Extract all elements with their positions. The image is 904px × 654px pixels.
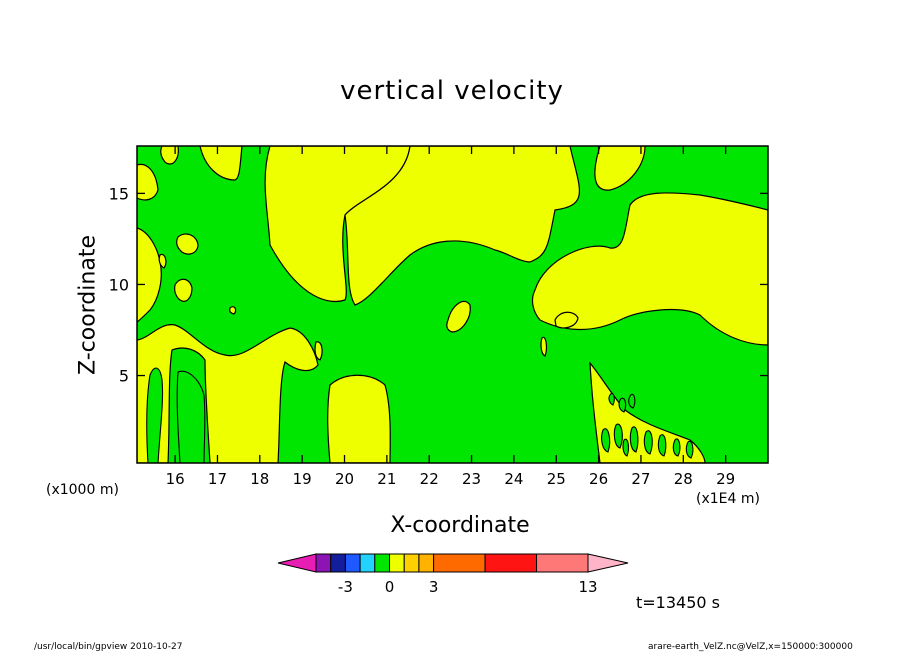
positive-region <box>137 163 159 201</box>
positive-region <box>174 278 193 302</box>
negative-region <box>618 397 627 413</box>
negative-region <box>672 438 681 457</box>
negative-regions <box>146 367 694 463</box>
positive-region <box>199 146 243 181</box>
colorbar-tick-label: -3 <box>338 578 353 596</box>
x-tick-label: 17 <box>208 470 227 488</box>
negative-region <box>601 428 611 453</box>
colorbar-bin <box>359 553 376 573</box>
positive-region <box>229 306 237 315</box>
colorbar-bin <box>330 553 346 573</box>
negative-region <box>629 426 639 453</box>
time-label: t=13450 s <box>636 593 720 612</box>
y-axis-ticks: 5 10 15 <box>109 184 768 386</box>
positive-region <box>531 192 768 346</box>
positive-regions <box>137 146 768 463</box>
negative-region <box>622 438 629 457</box>
x-tick-label: 23 <box>462 470 481 488</box>
x-tick-label: 19 <box>293 470 312 488</box>
colorbar-bin <box>315 553 332 573</box>
x-axis-ticks: 16 17 18 19 20 21 22 23 24 25 26 27 28 29 <box>166 146 735 488</box>
x-tick-label: 24 <box>504 470 523 488</box>
positive-region <box>137 227 162 323</box>
positive-region <box>176 233 199 255</box>
x-tick-label: 28 <box>674 470 693 488</box>
colorbar-bin <box>433 553 486 573</box>
y-axis-label: Z-coordinate <box>75 235 101 375</box>
x-tick-label: 20 <box>335 470 354 488</box>
x-tick-label: 27 <box>631 470 650 488</box>
colorbar-bin <box>389 553 405 573</box>
chart-title: vertical velocity <box>340 76 564 106</box>
negative-region <box>146 367 164 463</box>
positive-region <box>160 146 179 165</box>
x-tick-label: 26 <box>589 470 608 488</box>
colorbar-bin <box>403 553 420 573</box>
y-tick-label: 5 <box>119 367 129 386</box>
negative-region <box>628 393 636 409</box>
negative-region <box>643 430 653 455</box>
x-unit-label-right: (x1E4 m) <box>696 491 760 507</box>
positive-region <box>446 300 471 333</box>
negative-region <box>657 434 667 457</box>
colorbar-under-arrow <box>277 553 317 573</box>
footer-file-info: arare-earth_VelZ.nc@VelZ,x=150000:300000 <box>648 642 853 652</box>
negative-region <box>613 423 623 449</box>
colorbar-bin <box>418 553 435 573</box>
positive-region <box>554 311 579 329</box>
negative-region <box>608 392 615 406</box>
positive-region <box>594 146 646 191</box>
x-axis-label: X-coordinate <box>390 513 530 538</box>
colorbar-tick-label: 3 <box>429 578 439 596</box>
y-tick-label: 10 <box>109 275 129 294</box>
colorbar-bin <box>374 553 391 573</box>
colorbar: -3 0 3 13 <box>277 553 629 596</box>
positive-region <box>137 324 319 463</box>
plot-frame <box>136 145 769 464</box>
x-tick-label: 16 <box>166 470 185 488</box>
negative-region <box>176 370 206 463</box>
colorbar-tick-label: 0 <box>385 578 395 596</box>
negative-region <box>685 440 694 459</box>
x-tick-label: 21 <box>377 470 396 488</box>
positive-region <box>344 146 580 306</box>
x-tick-label: 29 <box>716 470 735 488</box>
colorbar-tick-label: 13 <box>578 578 597 596</box>
x-unit-label-left: (x1000 m) <box>46 482 119 498</box>
x-tick-label: 22 <box>420 470 439 488</box>
y-tick-label: 15 <box>109 184 129 203</box>
colorbar-bin <box>536 553 589 573</box>
positive-region <box>314 341 323 361</box>
colorbar-over-arrow <box>587 553 629 573</box>
positive-region <box>158 253 167 269</box>
contour-plot: 16 17 18 19 20 21 22 23 24 25 26 27 28 29 5 10 15 <box>109 145 769 488</box>
x-tick-label: 18 <box>250 470 269 488</box>
footer-program-info: /usr/local/bin/gpview 2010-10-27 <box>34 642 183 652</box>
positive-region <box>327 374 391 463</box>
positive-region <box>540 336 548 357</box>
colorbar-bin <box>344 553 361 573</box>
x-tick-label: 25 <box>547 470 566 488</box>
colorbar-bin <box>484 553 538 573</box>
